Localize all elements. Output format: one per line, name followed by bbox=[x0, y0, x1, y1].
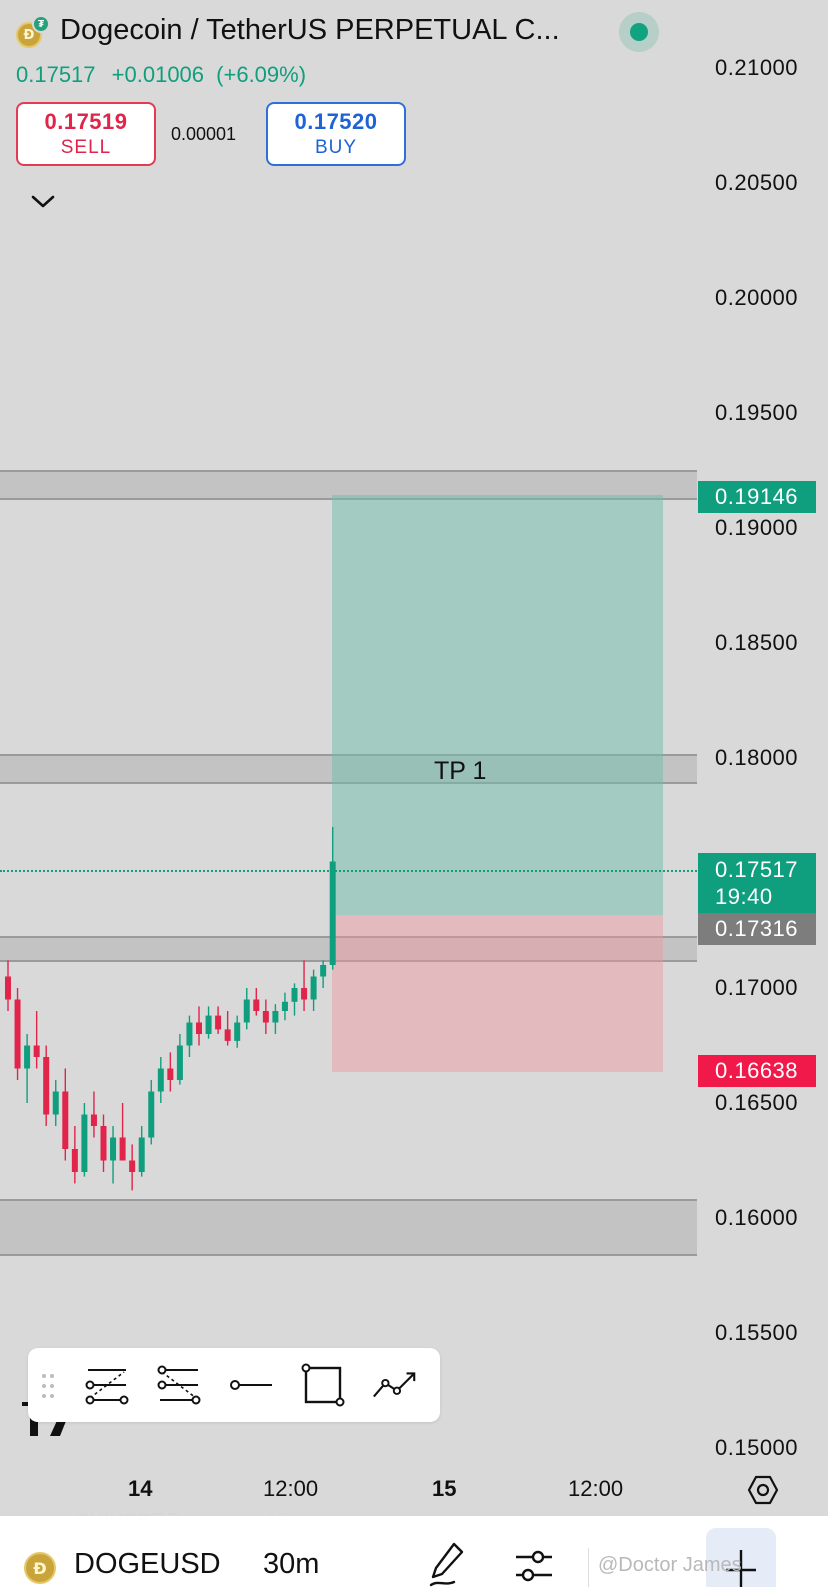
tp-label: TP 1 bbox=[434, 757, 487, 785]
sell-button[interactable]: 0.17519 SELL bbox=[16, 102, 156, 166]
price-change-percent: (+6.09%) bbox=[216, 62, 307, 87]
sell-price: 0.17519 bbox=[44, 109, 128, 134]
fib-retracement-icon[interactable] bbox=[82, 1360, 132, 1410]
candlestick-series bbox=[5, 827, 336, 1191]
candle-body bbox=[281, 1001, 288, 1011]
time-label: 15 bbox=[432, 1476, 457, 1501]
candle-body bbox=[272, 1011, 279, 1023]
candle-body bbox=[262, 1011, 269, 1023]
axis-label: 0.18500 bbox=[715, 630, 799, 655]
axis-label: 0.19500 bbox=[715, 400, 799, 425]
candle-body bbox=[167, 1068, 174, 1080]
path-icon[interactable] bbox=[370, 1360, 420, 1410]
candle-body bbox=[301, 988, 308, 1000]
current-price-tag: 0.17517 19:40 bbox=[698, 853, 816, 913]
layout-button[interactable] bbox=[706, 1528, 776, 1587]
symbol-selector[interactable]: DOGEUSD bbox=[74, 1548, 221, 1580]
time-label: 14 bbox=[128, 1476, 153, 1501]
candle-body bbox=[90, 1114, 97, 1126]
axis-label: 0.18000 bbox=[715, 745, 799, 770]
support-zone-entry bbox=[0, 936, 697, 962]
crosshair-icon bbox=[726, 1550, 756, 1587]
candle-body bbox=[5, 976, 11, 1000]
spread-value: 0.00001 bbox=[171, 124, 237, 144]
current-price-line bbox=[0, 870, 697, 872]
author-watermark: @Doctor James bbox=[598, 1554, 742, 1576]
candle-body bbox=[291, 988, 298, 1002]
axis-label: 0.20000 bbox=[715, 285, 799, 310]
last-price: 0.17517 bbox=[16, 62, 96, 87]
target-price-tag: 0.19146 bbox=[698, 481, 816, 513]
buy-price: 0.17520 bbox=[294, 109, 378, 134]
candle-body bbox=[129, 1160, 136, 1172]
candle-body bbox=[310, 976, 317, 1000]
chevron-down-icon[interactable] bbox=[30, 192, 56, 210]
candle-body bbox=[81, 1114, 88, 1172]
axis-label: 0.21000 bbox=[715, 55, 799, 80]
sell-label: SELL bbox=[60, 137, 112, 158]
candle-body bbox=[243, 999, 250, 1023]
candle-body bbox=[224, 1029, 231, 1041]
candle-body bbox=[119, 1137, 126, 1161]
price-change: +0.01006 bbox=[111, 62, 205, 87]
buy-label: BUY bbox=[314, 137, 358, 158]
candle-body bbox=[33, 1045, 40, 1057]
axis-label: 0.19000 bbox=[715, 515, 799, 540]
current-price-value: 0.17517 bbox=[715, 857, 799, 882]
candle-body bbox=[110, 1137, 117, 1161]
axis-label: 0.15000 bbox=[715, 1435, 799, 1460]
drag-handle-icon[interactable] bbox=[40, 1373, 56, 1399]
market-open-dot-icon bbox=[630, 23, 648, 41]
price-change-line: 0.17517 +0.01006 (+6.09%) bbox=[16, 62, 306, 88]
candle-body bbox=[148, 1091, 155, 1138]
candle-body bbox=[253, 999, 260, 1011]
stop-price-tag: 0.16638 bbox=[698, 1055, 816, 1087]
candle-body bbox=[62, 1091, 69, 1149]
candle-body bbox=[215, 1015, 222, 1030]
candle-body bbox=[186, 1022, 193, 1046]
candle-body bbox=[52, 1091, 59, 1115]
entry-price-tag: 0.17316 bbox=[698, 913, 816, 945]
chart-settings-icon[interactable] bbox=[747, 1474, 779, 1506]
rectangle-icon[interactable] bbox=[298, 1360, 348, 1410]
market-status-indicator[interactable] bbox=[619, 12, 659, 52]
tether-icon: ₮ bbox=[32, 15, 50, 33]
fib-extension-icon[interactable] bbox=[154, 1360, 204, 1410]
indicators-sliders-icon[interactable] bbox=[514, 1547, 554, 1587]
toolbar-divider bbox=[588, 1548, 589, 1587]
candle-body bbox=[205, 1015, 212, 1034]
axis-label: 0.17000 bbox=[715, 975, 799, 1000]
axis-label: 0.16500 bbox=[715, 1090, 799, 1115]
candle-body bbox=[176, 1045, 183, 1080]
symbol-title[interactable]: Dogecoin / TetherUS PERPETUAL C... bbox=[60, 14, 560, 46]
bar-countdown: 19:40 bbox=[715, 884, 773, 909]
buy-button[interactable]: 0.17520 BUY bbox=[266, 102, 406, 166]
timeframe-selector[interactable]: 30m bbox=[263, 1548, 320, 1580]
pen-drawing-icon[interactable] bbox=[428, 1540, 466, 1587]
axis-label: 0.20500 bbox=[715, 170, 799, 195]
horizontal-ray-icon[interactable] bbox=[226, 1360, 276, 1410]
candle-body bbox=[196, 1022, 202, 1034]
drawing-toolbar bbox=[28, 1348, 440, 1422]
time-label: 12:00 bbox=[263, 1476, 319, 1501]
candle-body bbox=[234, 1022, 241, 1041]
axis-label: 0.16000 bbox=[715, 1205, 799, 1230]
support-zone-lower bbox=[0, 1199, 697, 1256]
candle-body bbox=[138, 1137, 145, 1172]
candle-body bbox=[320, 965, 327, 977]
candle-body bbox=[71, 1149, 78, 1172]
stop-loss-zone[interactable] bbox=[332, 915, 663, 1072]
candle-body bbox=[24, 1045, 31, 1069]
candle-body bbox=[329, 861, 336, 965]
candle-body bbox=[100, 1126, 107, 1161]
candle-body bbox=[14, 999, 21, 1069]
axis-label: 0.15500 bbox=[715, 1320, 799, 1345]
bottom-bar bbox=[0, 1516, 828, 1587]
take-profit-zone[interactable] bbox=[332, 495, 663, 915]
dogecoin-icon: Ð bbox=[24, 1552, 56, 1584]
time-label: 12:00 bbox=[568, 1476, 624, 1501]
candle-body bbox=[157, 1068, 164, 1092]
candle-body bbox=[43, 1057, 50, 1115]
